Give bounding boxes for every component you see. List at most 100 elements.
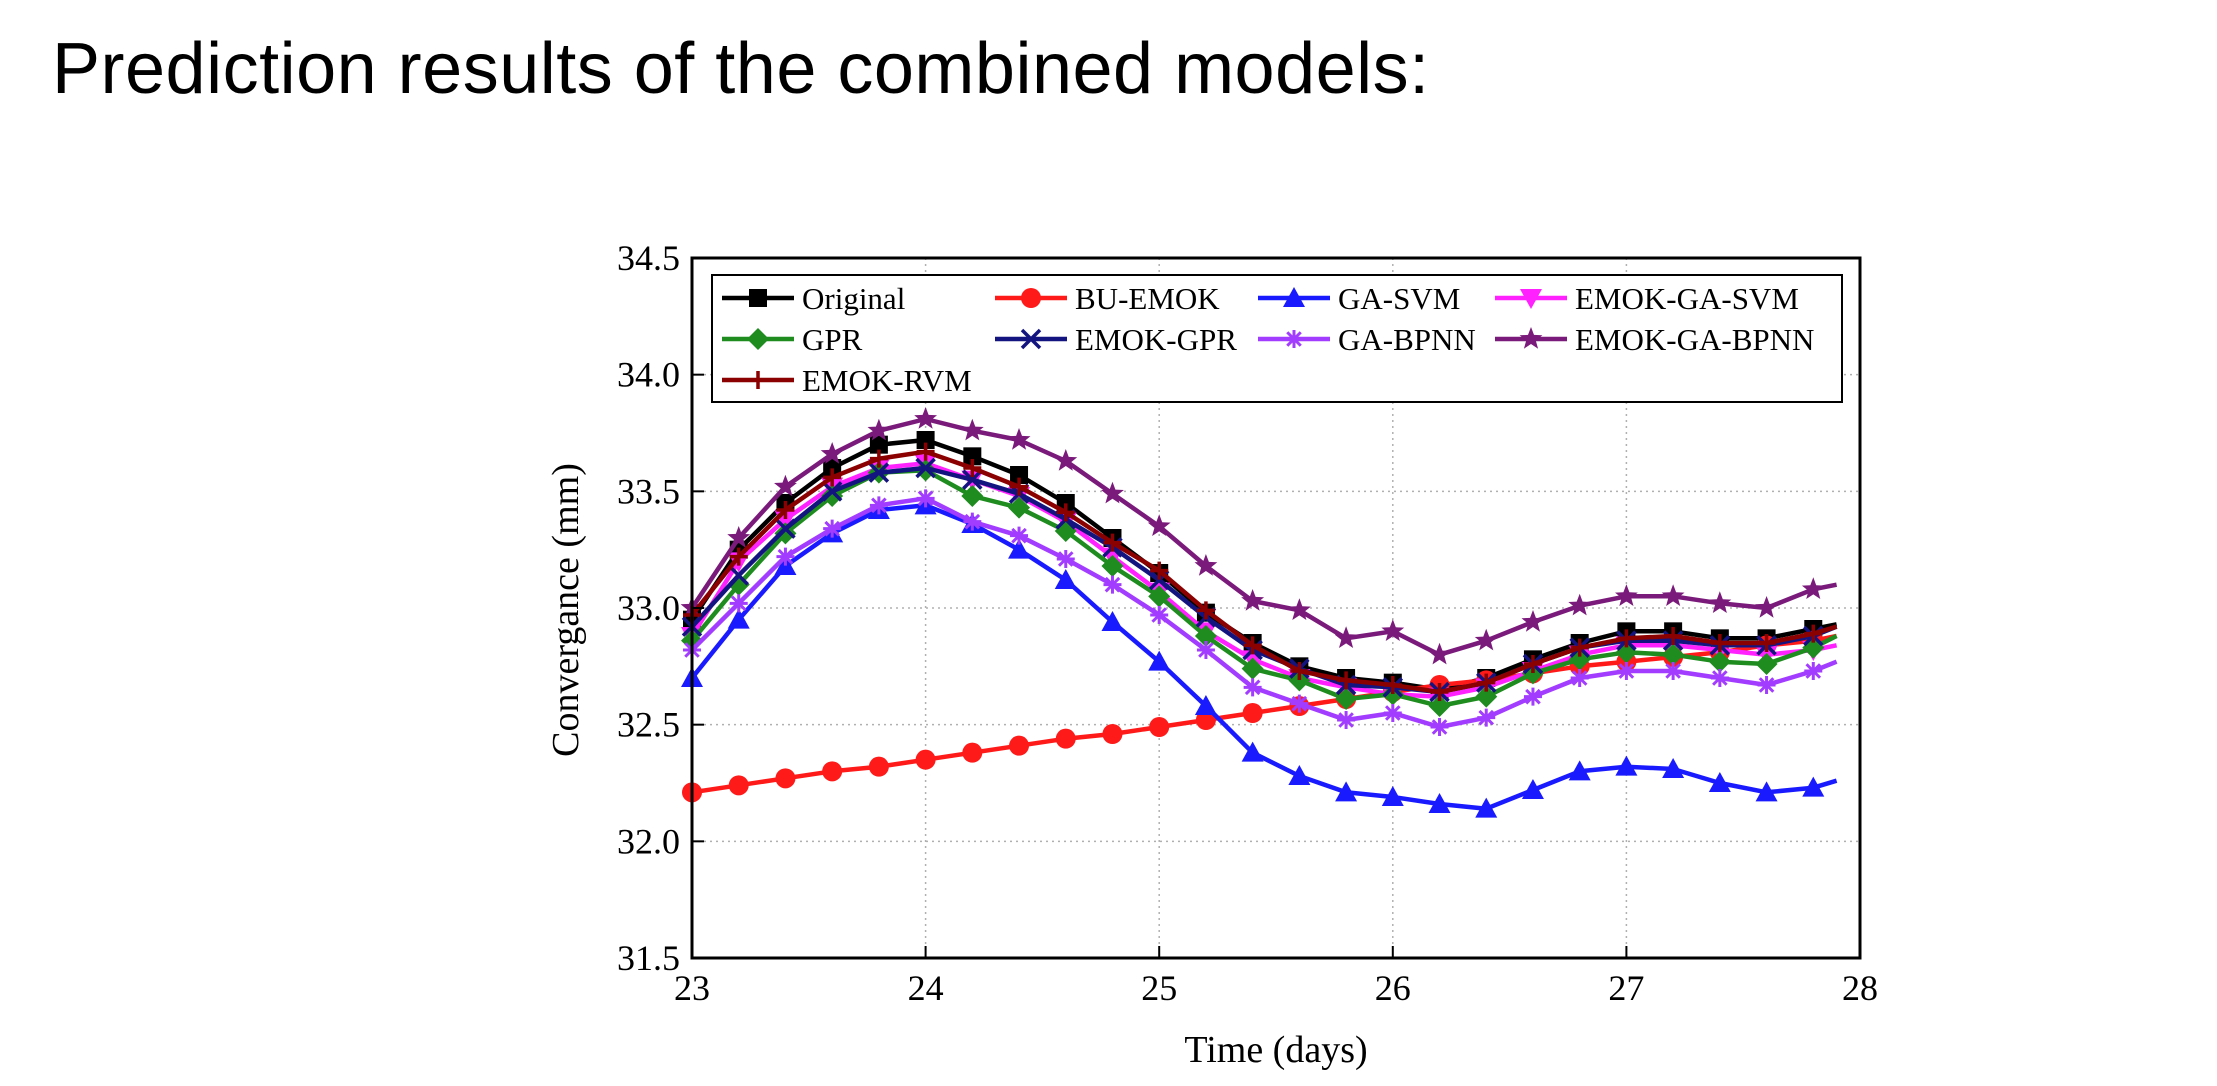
data-point-ga-bpnn	[823, 519, 842, 538]
data-point-ga-bpnn	[776, 547, 795, 566]
data-point-emok-rvm	[1383, 676, 1402, 694]
legend-entry-emok-ga-svm: EMOK-GA-SVM	[1495, 281, 1799, 316]
data-point-emok-rvm	[1150, 561, 1169, 580]
data-point-emok-ga-bpnn	[960, 418, 984, 441]
legend-marker-ga-svm	[1283, 287, 1305, 307]
y-axis-label: Convergance (mm)	[545, 463, 587, 757]
data-point-ga-bpnn	[1150, 606, 1169, 624]
data-point-emok-rvm	[1757, 634, 1776, 652]
data-point-ga-svm	[1381, 786, 1404, 806]
data-point-emok-rvm	[1243, 636, 1262, 655]
legend-entry-bu-emok: BU-EMOK	[995, 281, 1220, 316]
data-point-emok-ga-bpnn	[727, 526, 751, 548]
legend-label: GPR	[802, 322, 863, 357]
data-point-bu-emok	[868, 756, 889, 777]
y-tick-label: 33.5	[617, 471, 680, 511]
data-point-gpr	[1148, 585, 1171, 608]
data-point-original	[823, 459, 842, 477]
data-point-emok-ga-bpnn	[1615, 584, 1638, 606]
x-tick-label: 26	[1375, 968, 1411, 1008]
data-point-emok-ga-bpnn	[1381, 619, 1405, 641]
data-point-emok-rvm	[1103, 533, 1122, 552]
data-point-ga-svm	[1194, 695, 1217, 715]
data-point-ga-svm	[1708, 772, 1731, 792]
data-point-gpr	[1755, 653, 1778, 675]
data-point-emok-ga-bpnn	[1147, 514, 1171, 536]
data-point-emok-ga-bpnn	[1054, 449, 1078, 471]
data-point-ga-svm	[1615, 755, 1638, 776]
data-point-bu-emok	[1102, 724, 1123, 744]
data-point-bu-emok	[1009, 735, 1030, 756]
data-point-gpr	[1194, 625, 1217, 647]
data-point-emok-rvm	[1617, 629, 1636, 648]
data-point-original	[916, 431, 935, 449]
legend-entry-emok-ga-bpnn: EMOK-GA-BPNN	[1495, 322, 1814, 357]
data-point-gpr	[1241, 657, 1264, 680]
data-point-ga-bpnn	[1804, 662, 1823, 680]
legend-entry-original: Original	[722, 281, 905, 316]
data-point-emok-rvm	[1337, 671, 1356, 690]
y-tick-label: 32.0	[617, 821, 680, 861]
data-point-emok-rvm	[1710, 634, 1729, 652]
series-emok-ga-bpnn	[680, 407, 1838, 665]
data-point-ga-svm	[1101, 611, 1124, 631]
data-point-emok-ga-bpnn	[867, 418, 891, 441]
legend-entry-ga-bpnn: GA-BPNN	[1258, 322, 1476, 357]
data-point-bu-emok	[728, 775, 749, 796]
data-point-gpr	[1335, 688, 1358, 710]
data-point-emok-ga-bpnn	[1194, 554, 1218, 576]
x-tick-label: 24	[908, 968, 944, 1008]
legend-entry-gpr: GPR	[722, 322, 863, 357]
data-point-bu-emok	[962, 742, 983, 763]
data-point-ga-svm	[1428, 793, 1451, 813]
legend-entry-emok-gpr: EMOK-GPR	[995, 322, 1237, 357]
data-point-ga-svm	[1008, 538, 1031, 559]
data-point-gpr	[1662, 643, 1685, 666]
series-line-ga-bpnn	[690, 496, 1838, 730]
legend-marker-bu-emok	[1021, 288, 1041, 308]
data-point-ga-bpnn	[1710, 669, 1729, 687]
data-point-ga-bpnn	[1477, 708, 1496, 727]
series-layer	[680, 407, 1838, 818]
data-point-ga-bpnn	[1010, 526, 1029, 545]
legend: Original BU-EMOK GA-SVM EMOK-GA-SVM GPR EMOK-…	[711, 274, 1843, 403]
data-point-ga-bpnn	[1757, 676, 1776, 694]
legend-marker-emok-rvm	[749, 371, 767, 389]
data-point-ga-svm	[1662, 758, 1685, 778]
data-point-ga-svm	[1054, 569, 1077, 589]
data-point-ga-bpnn	[1570, 669, 1589, 687]
data-point-emok-ga-bpnn	[1521, 610, 1545, 632]
data-point-emok-ga-bpnn	[1474, 628, 1498, 651]
data-point-ga-bpnn	[1664, 662, 1683, 680]
data-point-bu-emok	[822, 761, 843, 782]
data-point-emok-ga-bpnn	[1568, 593, 1592, 616]
data-point-emok-rvm	[1570, 638, 1589, 657]
legend-marker-original	[749, 289, 767, 307]
data-point-ga-bpnn	[1430, 718, 1449, 736]
series-ga-bpnn	[683, 489, 1838, 736]
data-point-ga-svm	[1335, 781, 1358, 802]
data-point-emok-rvm	[1523, 655, 1542, 673]
data-point-emok-ga-bpnn	[914, 407, 937, 429]
data-point-emok-ga-bpnn	[774, 474, 797, 497]
data-point-bu-emok	[1149, 717, 1170, 737]
data-point-gpr	[1475, 685, 1498, 708]
data-point-ga-bpnn	[1103, 575, 1122, 594]
data-point-emok-ga-bpnn	[1428, 642, 1451, 665]
y-tick-label: 33.0	[617, 588, 680, 628]
data-point-ga-bpnn	[1290, 694, 1309, 713]
series-gpr	[681, 459, 1838, 717]
data-point-emok-rvm	[1290, 662, 1309, 680]
data-point-emok-rvm	[1056, 503, 1075, 522]
data-point-ga-bpnn	[1337, 711, 1356, 729]
data-point-ga-svm	[727, 608, 750, 629]
legend-label: Original	[802, 281, 905, 316]
data-point-bu-emok	[1242, 703, 1263, 723]
data-point-emok-ga-bpnn	[1755, 596, 1778, 618]
data-point-emok-rvm	[823, 468, 842, 487]
data-point-gpr	[961, 485, 984, 507]
data-point-ga-bpnn	[729, 594, 748, 613]
legend-marker-emok-ga-svm	[1520, 289, 1542, 309]
data-point-original	[869, 435, 888, 454]
